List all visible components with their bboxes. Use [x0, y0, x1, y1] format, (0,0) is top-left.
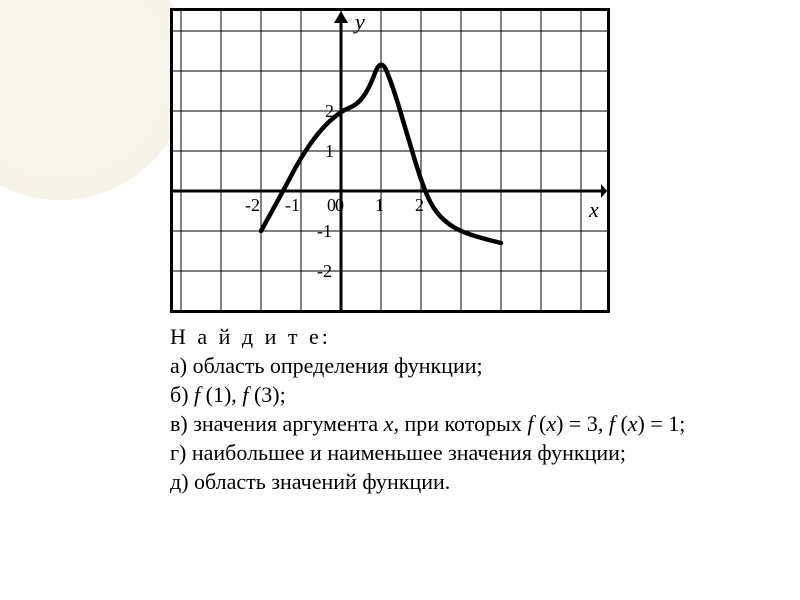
svg-text:-2: -2	[317, 261, 332, 281]
c-x3: x	[628, 411, 638, 436]
svg-text:1: 1	[375, 195, 384, 215]
function-graph: -2-1012-2-1120yx	[170, 8, 610, 313]
item-b: б) f (1), f (3);	[170, 380, 770, 409]
svg-text:-2: -2	[245, 195, 260, 215]
c-2: , при которых	[393, 411, 527, 436]
corner-ornament	[0, 0, 190, 200]
svg-text:-1: -1	[317, 221, 332, 241]
svg-text:2: 2	[415, 195, 424, 215]
c-x2: x	[546, 411, 556, 436]
chart-svg: -2-1012-2-1120yx	[173, 11, 607, 310]
problem-heading: Н а й д и т е:	[170, 322, 770, 351]
item-a: а) область определения функции;	[170, 351, 770, 380]
c-6: ) = 1;	[638, 411, 686, 436]
item-c: в) значения аргумента x, при которых f (…	[170, 409, 770, 438]
svg-text:0: 0	[335, 195, 344, 215]
problem-text: Н а й д и т е: а) область определения фу…	[170, 322, 770, 496]
svg-text:y: y	[353, 11, 365, 34]
c-x1: x	[384, 411, 394, 436]
svg-text:-1: -1	[285, 195, 300, 215]
slide: -2-1012-2-1120yx Н а й д и т е: а) облас…	[0, 0, 800, 600]
heading-text: Н а й д и т е:	[170, 324, 331, 349]
c-4: ) = 3,	[556, 411, 609, 436]
item-e: д) область значений функции.	[170, 467, 770, 496]
c-3: (	[534, 411, 547, 436]
b-p1: (1),	[200, 382, 242, 407]
c-5: (	[615, 411, 628, 436]
svg-text:1: 1	[325, 141, 334, 161]
svg-text:x: x	[588, 197, 599, 222]
b-prefix: б)	[170, 382, 194, 407]
svg-text:0: 0	[327, 195, 336, 215]
item-d: г) наибольшее и наименьшее значения функ…	[170, 438, 770, 467]
b-p2: (3);	[248, 382, 285, 407]
c-1: в) значения аргумента	[170, 411, 384, 436]
